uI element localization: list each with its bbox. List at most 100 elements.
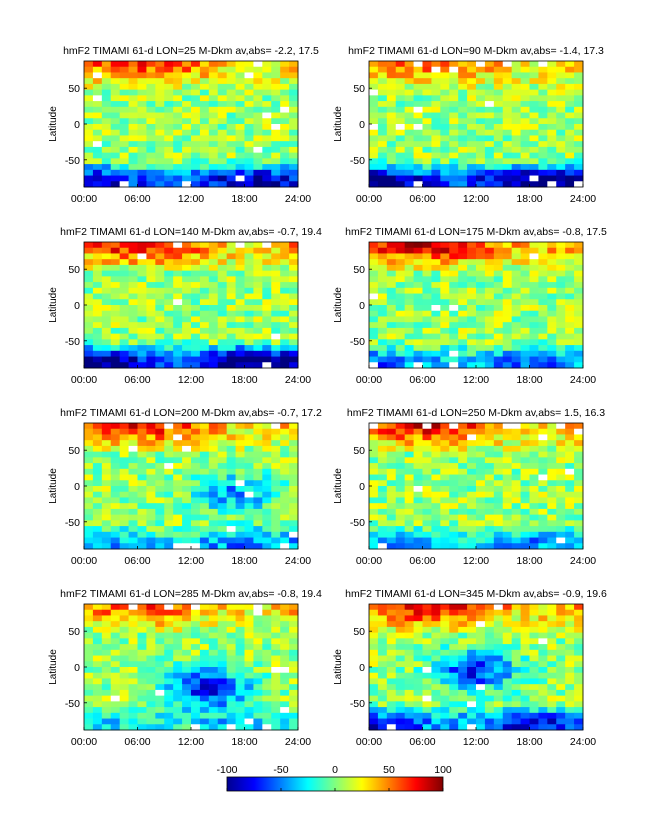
heatmap-cell	[484, 440, 495, 447]
heatmap-cell	[467, 152, 477, 159]
heatmap-cell	[208, 112, 219, 119]
heatmap-cell	[164, 146, 174, 154]
heatmap-cell	[431, 695, 441, 702]
heatmap-cell	[164, 543, 174, 550]
heatmap-cell	[511, 689, 521, 697]
heatmap-cell	[164, 322, 174, 329]
heatmap-cell	[244, 480, 254, 487]
heatmap-cell	[217, 423, 228, 430]
heatmap-cell	[226, 333, 236, 340]
heatmap-cell	[289, 423, 299, 430]
heatmap-cell	[520, 152, 530, 159]
heatmap-cell	[395, 440, 406, 447]
heatmap-cell	[235, 609, 245, 616]
heatmap-cell	[538, 293, 548, 300]
heatmap-cell	[565, 264, 575, 272]
heatmap-cell	[476, 305, 486, 312]
heatmap-cell	[253, 503, 263, 510]
heatmap-cell	[155, 322, 165, 329]
heatmap-cell	[271, 689, 281, 697]
heatmap-cell	[101, 474, 112, 481]
heatmap-cell	[511, 61, 521, 68]
y-tick-label: 50	[353, 626, 365, 638]
heatmap-cell	[511, 276, 521, 283]
heatmap-cell	[262, 701, 272, 708]
x-tick-label: 18:00	[231, 736, 257, 748]
heatmap-cell	[280, 282, 290, 289]
heatmap-cell	[155, 520, 165, 527]
heatmap-cell	[217, 724, 228, 731]
heatmap-cell	[84, 423, 94, 430]
heatmap-cell	[191, 491, 201, 498]
heatmap-cell	[164, 118, 174, 125]
heatmap-cell	[574, 604, 584, 611]
heatmap-cell	[101, 486, 112, 493]
heatmap-cell	[119, 362, 129, 369]
heatmap-cell	[458, 486, 468, 493]
heatmap-cell	[262, 604, 272, 611]
heatmap-cell	[476, 632, 486, 639]
heatmap-cell	[280, 649, 290, 656]
heatmap-cell	[244, 621, 254, 628]
heatmap-cell	[280, 118, 290, 125]
heatmap-cell	[271, 626, 281, 634]
x-tick-label: 18:00	[516, 555, 542, 567]
heatmap-cell	[101, 135, 112, 142]
heatmap-cell	[431, 520, 441, 527]
heatmap-cell	[119, 604, 129, 611]
heatmap-cell	[369, 101, 379, 108]
heatmap-cell	[199, 310, 210, 317]
heatmap-cell	[422, 626, 432, 634]
heatmap-cell	[271, 445, 281, 453]
heatmap-cell	[84, 701, 94, 708]
heatmap-cell	[217, 83, 228, 91]
heatmap-cell	[208, 531, 219, 538]
heatmap-cell	[449, 428, 459, 435]
heatmap-cell	[458, 181, 468, 188]
heatmap-cell	[262, 621, 272, 628]
heatmap-cell	[422, 135, 432, 142]
heatmap-cell	[110, 141, 121, 148]
heatmap-cell	[529, 428, 539, 435]
heatmap-cell	[369, 649, 379, 656]
heatmap-cell	[101, 146, 112, 154]
heatmap-cell	[244, 259, 254, 266]
y-tick-label: 0	[74, 662, 80, 674]
heatmap-cell	[529, 175, 539, 182]
heatmap-cell	[191, 474, 201, 481]
heatmap-cell	[386, 345, 397, 352]
heatmap-cell	[271, 678, 281, 685]
heatmap-cell	[431, 135, 441, 142]
heatmap-cell	[467, 486, 477, 493]
heatmap-cell	[84, 445, 94, 453]
heatmap-cell	[476, 135, 486, 142]
heatmap-cell	[155, 333, 165, 340]
heatmap-cell	[84, 287, 94, 294]
heatmap-cell	[191, 299, 201, 306]
heatmap-cell	[395, 345, 406, 352]
heatmap-cell	[182, 526, 192, 533]
heatmap-cell	[431, 129, 441, 136]
heatmap-cell	[182, 287, 192, 294]
heatmap-cell	[137, 181, 147, 188]
heatmap-cell	[253, 95, 263, 102]
heatmap-cell	[458, 327, 468, 335]
heatmap-cell	[565, 457, 575, 464]
heatmap-cell	[164, 445, 174, 453]
heatmap-cell	[520, 101, 530, 108]
heatmap-cell	[467, 356, 477, 363]
heatmap-cell	[191, 181, 201, 188]
heatmap-cell	[164, 712, 174, 719]
heatmap-cell	[110, 434, 121, 441]
heatmap-cell	[119, 152, 129, 159]
heatmap-cell	[449, 503, 459, 510]
heatmap-cell	[146, 604, 156, 611]
heatmap-cell	[458, 621, 468, 628]
heatmap-cell	[84, 491, 94, 498]
heatmap-cell	[511, 445, 521, 453]
heatmap-cell	[511, 497, 521, 504]
heatmap-cell	[208, 718, 219, 725]
heatmap-cell	[262, 333, 272, 340]
heatmap-cell	[565, 514, 575, 521]
heatmap-cell	[101, 508, 112, 516]
